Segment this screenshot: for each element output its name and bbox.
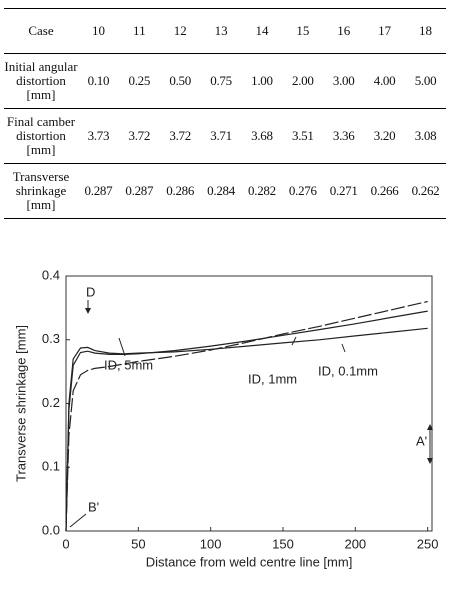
table-cell: 3.72	[118, 108, 160, 164]
table-cell: 0.10	[78, 53, 119, 109]
annotation: D	[86, 284, 95, 299]
table-cell: 3.71	[200, 108, 242, 164]
x-axis-label: Distance from weld centre line [mm]	[146, 554, 353, 569]
table-cell: 0.266	[364, 163, 405, 219]
x-tick-label: 0	[62, 536, 69, 551]
line-series	[65, 300, 428, 532]
y-tick-label: 0.2	[42, 395, 60, 410]
header-cell: 18	[405, 8, 446, 54]
y-axis-label: Transverse shrinkage [mm]	[13, 325, 28, 482]
table-cell: 3.20	[364, 108, 405, 164]
table-cell: 3.51	[282, 108, 324, 164]
x-tick-label: 250	[417, 536, 439, 551]
table-cell: 3.68	[241, 108, 283, 164]
annotation: A'	[416, 433, 427, 448]
annotation: B'	[88, 499, 99, 514]
x-tick-label: 100	[200, 536, 222, 551]
arrow-head	[85, 308, 91, 314]
table-cell: 3.00	[323, 53, 365, 109]
table-cell: 3.73	[78, 108, 119, 164]
row-label: Initial angular distortion [mm]	[4, 53, 78, 109]
table-cell: 0.271	[323, 163, 365, 219]
series-label: ID, 0.1mm	[318, 363, 378, 378]
table-cell: 2.00	[282, 53, 324, 109]
header-cell: 11	[118, 8, 160, 54]
header-cell: 15	[282, 8, 324, 54]
table-cell: 5.00	[405, 53, 446, 109]
header-cell: 17	[364, 8, 405, 54]
plot-frame	[65, 275, 433, 532]
table-cell: 0.287	[78, 163, 119, 219]
line-series	[65, 327, 428, 532]
header-cell: 14	[241, 8, 283, 54]
x-tick-label: 150	[272, 536, 294, 551]
row-label: Transverse shrinkage [mm]	[4, 163, 78, 219]
label-pointer	[291, 336, 297, 346]
table-cell: 3.36	[323, 108, 365, 164]
table-cell: 0.75	[200, 53, 242, 109]
table-cell: 4.00	[364, 53, 405, 109]
x-tick-label: 50	[131, 536, 145, 551]
row-label: Final camber distortion [mm]	[4, 108, 78, 164]
y-tick-label: 0.3	[42, 331, 60, 346]
series-label: ID, 5mm	[104, 357, 153, 372]
table-cell: 1.00	[241, 53, 283, 109]
data-table: Case 10 11 12 13 14 15 16 17 18 Initial angular di…	[4, 8, 446, 219]
line-series	[65, 310, 428, 532]
y-tick-label: 0.4	[42, 267, 60, 282]
table-row: Initial angular distortion [mm] 0.10 0.25 0…	[4, 53, 446, 109]
table-cell: 0.286	[159, 163, 201, 219]
table-cell: 0.276	[282, 163, 324, 219]
header-cell: 13	[200, 8, 242, 54]
table-cell: 3.72	[159, 108, 201, 164]
table-cell: 0.262	[405, 163, 446, 219]
table-cell: 0.282	[241, 163, 283, 219]
arrow	[69, 513, 87, 528]
table-cell: 0.50	[159, 53, 201, 109]
label-pointer	[118, 337, 126, 357]
header-row: Case 10 11 12 13 14 15 16 17 18	[4, 8, 446, 54]
header-cell: 12	[159, 8, 201, 54]
table-cell: 0.287	[118, 163, 160, 219]
series-label: ID, 1mm	[248, 371, 297, 386]
y-tick-label: 0.1	[42, 459, 60, 474]
label-pointer	[341, 343, 346, 353]
table-row: Transverse shrinkage [mm] 0.287 0.287 0.286…	[4, 163, 446, 219]
table-cell: 3.08	[405, 108, 446, 164]
x-tick-label: 200	[344, 536, 366, 551]
header-cell: Case	[4, 8, 78, 54]
y-tick-label: 0.0	[42, 522, 60, 537]
header-cell: 16	[323, 8, 365, 54]
table-cell: 0.25	[118, 53, 160, 109]
header-cell: 10	[78, 8, 119, 54]
table-cell: 0.284	[200, 163, 242, 219]
table-row: Final camber distortion [mm] 3.73 3.72 3.72…	[4, 108, 446, 164]
